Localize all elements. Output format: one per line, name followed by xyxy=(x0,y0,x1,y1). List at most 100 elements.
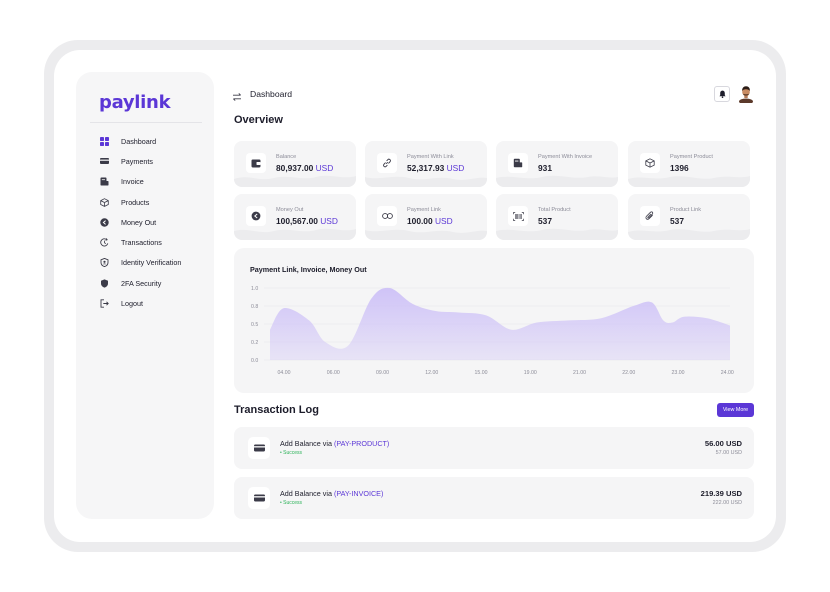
view-more-button[interactable]: View More xyxy=(717,403,754,417)
wallet-icon xyxy=(246,153,266,173)
sidebar-item-label: Dashboard xyxy=(121,136,157,146)
card-wave xyxy=(628,229,750,240)
logout-icon xyxy=(100,299,109,308)
box-icon xyxy=(100,197,109,207)
stat-value: 100.00 USD xyxy=(407,216,453,226)
card-wave xyxy=(496,175,618,187)
chain-link-icon xyxy=(377,206,397,226)
stat-label: Product Link xyxy=(670,207,702,213)
sidebar-item-money-out[interactable]: Money Out xyxy=(100,212,210,232)
transaction-gross-amount: 222.00 USD xyxy=(712,500,742,506)
stat-card-payment-with-link[interactable]: Payment With Link 52,317.93 USD xyxy=(365,141,487,187)
card-wave xyxy=(496,228,618,240)
sidebar-item-payments[interactable]: Payments xyxy=(100,151,210,171)
stat-value: 537 xyxy=(538,216,552,226)
stat-value: 1396 xyxy=(670,163,689,173)
stat-card-payment-link[interactable]: Payment Link 100.00 USD xyxy=(365,194,487,240)
area-chart[interactable]: 1.0 0.8 0.5 0.2 0.0 04.00 06.00 09.00 12.00 15.00… xyxy=(234,248,754,393)
x-tick-label: 24.00 xyxy=(721,370,734,376)
transaction-row[interactable]: Add Balance via (PAY-INVOICE) • Success … xyxy=(234,477,754,519)
identity-icon xyxy=(100,258,109,268)
stat-value: 100,567.00 USD xyxy=(276,216,338,226)
sidebar-item-identity-verification[interactable]: Identity Verification xyxy=(100,253,210,273)
sidebar-item-label: Payments xyxy=(121,156,153,166)
brand-name: paylink xyxy=(99,92,171,113)
barcode-icon xyxy=(508,206,528,226)
shield-icon xyxy=(100,279,109,288)
transaction-title: Add Balance via (PAY-INVOICE) xyxy=(280,489,384,498)
x-tick-label: 09.00 xyxy=(376,370,389,376)
y-tick-label: 0.2 xyxy=(251,340,258,346)
page-title: Dashboard xyxy=(250,89,293,99)
stat-card-payment-product[interactable]: Payment Product 1396 xyxy=(628,141,750,187)
stat-card-money-out[interactable]: Money Out 100,567.00 USD xyxy=(234,194,356,240)
chart-title: Payment Link, Invoice, Money Out xyxy=(250,265,367,274)
sidebar xyxy=(76,72,214,519)
x-tick-label: 04.00 xyxy=(278,370,291,376)
sidebar-item-label: Products xyxy=(121,197,150,207)
x-tick-label: 23.00 xyxy=(672,370,685,376)
transaction-log-heading: Transaction Log xyxy=(234,404,319,416)
card-wave xyxy=(234,175,356,187)
invoice-icon xyxy=(100,177,109,186)
link-icon xyxy=(377,153,397,173)
sidebar-item-label: Money Out xyxy=(121,217,157,227)
sidebar-item-label: Identity Verification xyxy=(121,258,182,268)
credit-card-icon xyxy=(100,157,109,166)
transaction-title: Add Balance via (PAY-PRODUCT) xyxy=(280,439,390,448)
dashboard-grid-icon xyxy=(100,136,109,146)
stat-label: Payment Product xyxy=(670,154,713,160)
y-tick-label: 0.0 xyxy=(251,358,258,364)
x-tick-label: 15.00 xyxy=(475,370,488,376)
sidebar-item-transactions[interactable]: Transactions xyxy=(100,232,210,252)
stat-label: Payment With Invoice xyxy=(538,154,593,160)
transactions-icon xyxy=(100,238,109,247)
arrow-circle-icon xyxy=(246,206,266,226)
y-tick-label: 0.8 xyxy=(251,304,258,310)
sidebar-nav: Dashboard Payments Invoice Products Mone… xyxy=(100,131,210,314)
sidebar-item-dashboard[interactable]: Dashboard xyxy=(100,131,210,151)
sidebar-item-label: 2FA Security xyxy=(121,278,162,288)
swap-icon[interactable] xyxy=(232,89,242,101)
stat-value: 80,937.00 USD xyxy=(276,163,334,173)
y-tick-label: 1.0 xyxy=(251,286,258,292)
x-tick-label: 12.00 xyxy=(425,370,438,376)
overview-heading: Overview xyxy=(234,114,283,126)
bell-icon[interactable] xyxy=(714,86,730,102)
paperclip-icon xyxy=(640,206,660,226)
card-wave xyxy=(234,228,356,240)
sidebar-divider xyxy=(90,122,202,123)
arrow-circle-icon xyxy=(100,218,109,227)
transaction-status: • Success xyxy=(280,450,303,456)
y-tick-label: 0.5 xyxy=(251,322,258,328)
transaction-row[interactable]: Add Balance via (PAY-PRODUCT) • Success … xyxy=(234,427,754,469)
stat-value: 931 xyxy=(538,163,552,173)
stat-card-product-link[interactable]: Product Link 537 xyxy=(628,194,750,240)
sidebar-item-label: Invoice xyxy=(121,177,144,187)
transaction-amount: 56.00 USD xyxy=(704,439,742,448)
card-icon xyxy=(248,487,270,509)
sidebar-item-label: Logout xyxy=(121,299,143,309)
sidebar-item-products[interactable]: Products xyxy=(100,192,210,212)
stat-value: 537 xyxy=(670,216,684,226)
stat-label: Total Product xyxy=(538,207,571,213)
x-tick-label: 22.00 xyxy=(622,370,635,376)
transaction-gross-amount: 57.00 USD xyxy=(715,450,742,456)
chart-area-series[interactable] xyxy=(270,287,730,360)
x-tick-label: 19.00 xyxy=(524,370,537,376)
sidebar-item-label: Transactions xyxy=(121,238,162,248)
x-tick-label: 06.00 xyxy=(327,370,340,376)
card-wave xyxy=(628,176,750,187)
transaction-amount: 219.39 USD xyxy=(700,489,742,498)
brand-logo[interactable]: paylink xyxy=(99,92,171,113)
box-icon xyxy=(640,153,660,173)
stat-card-payment-with-invoice[interactable]: Payment With Invoice 931 xyxy=(496,141,618,187)
sidebar-item-logout[interactable]: Logout xyxy=(100,293,210,313)
user-avatar[interactable] xyxy=(738,85,754,105)
stat-label: Money Out xyxy=(276,207,304,213)
invoice-icon xyxy=(508,153,528,173)
sidebar-item-2fa-security[interactable]: 2FA Security xyxy=(100,273,210,293)
stat-card-total-product[interactable]: Total Product 537 xyxy=(496,194,618,240)
sidebar-item-invoice[interactable]: Invoice xyxy=(100,172,210,192)
stat-card-balance[interactable]: Balance 80,937.00 USD xyxy=(234,141,356,187)
